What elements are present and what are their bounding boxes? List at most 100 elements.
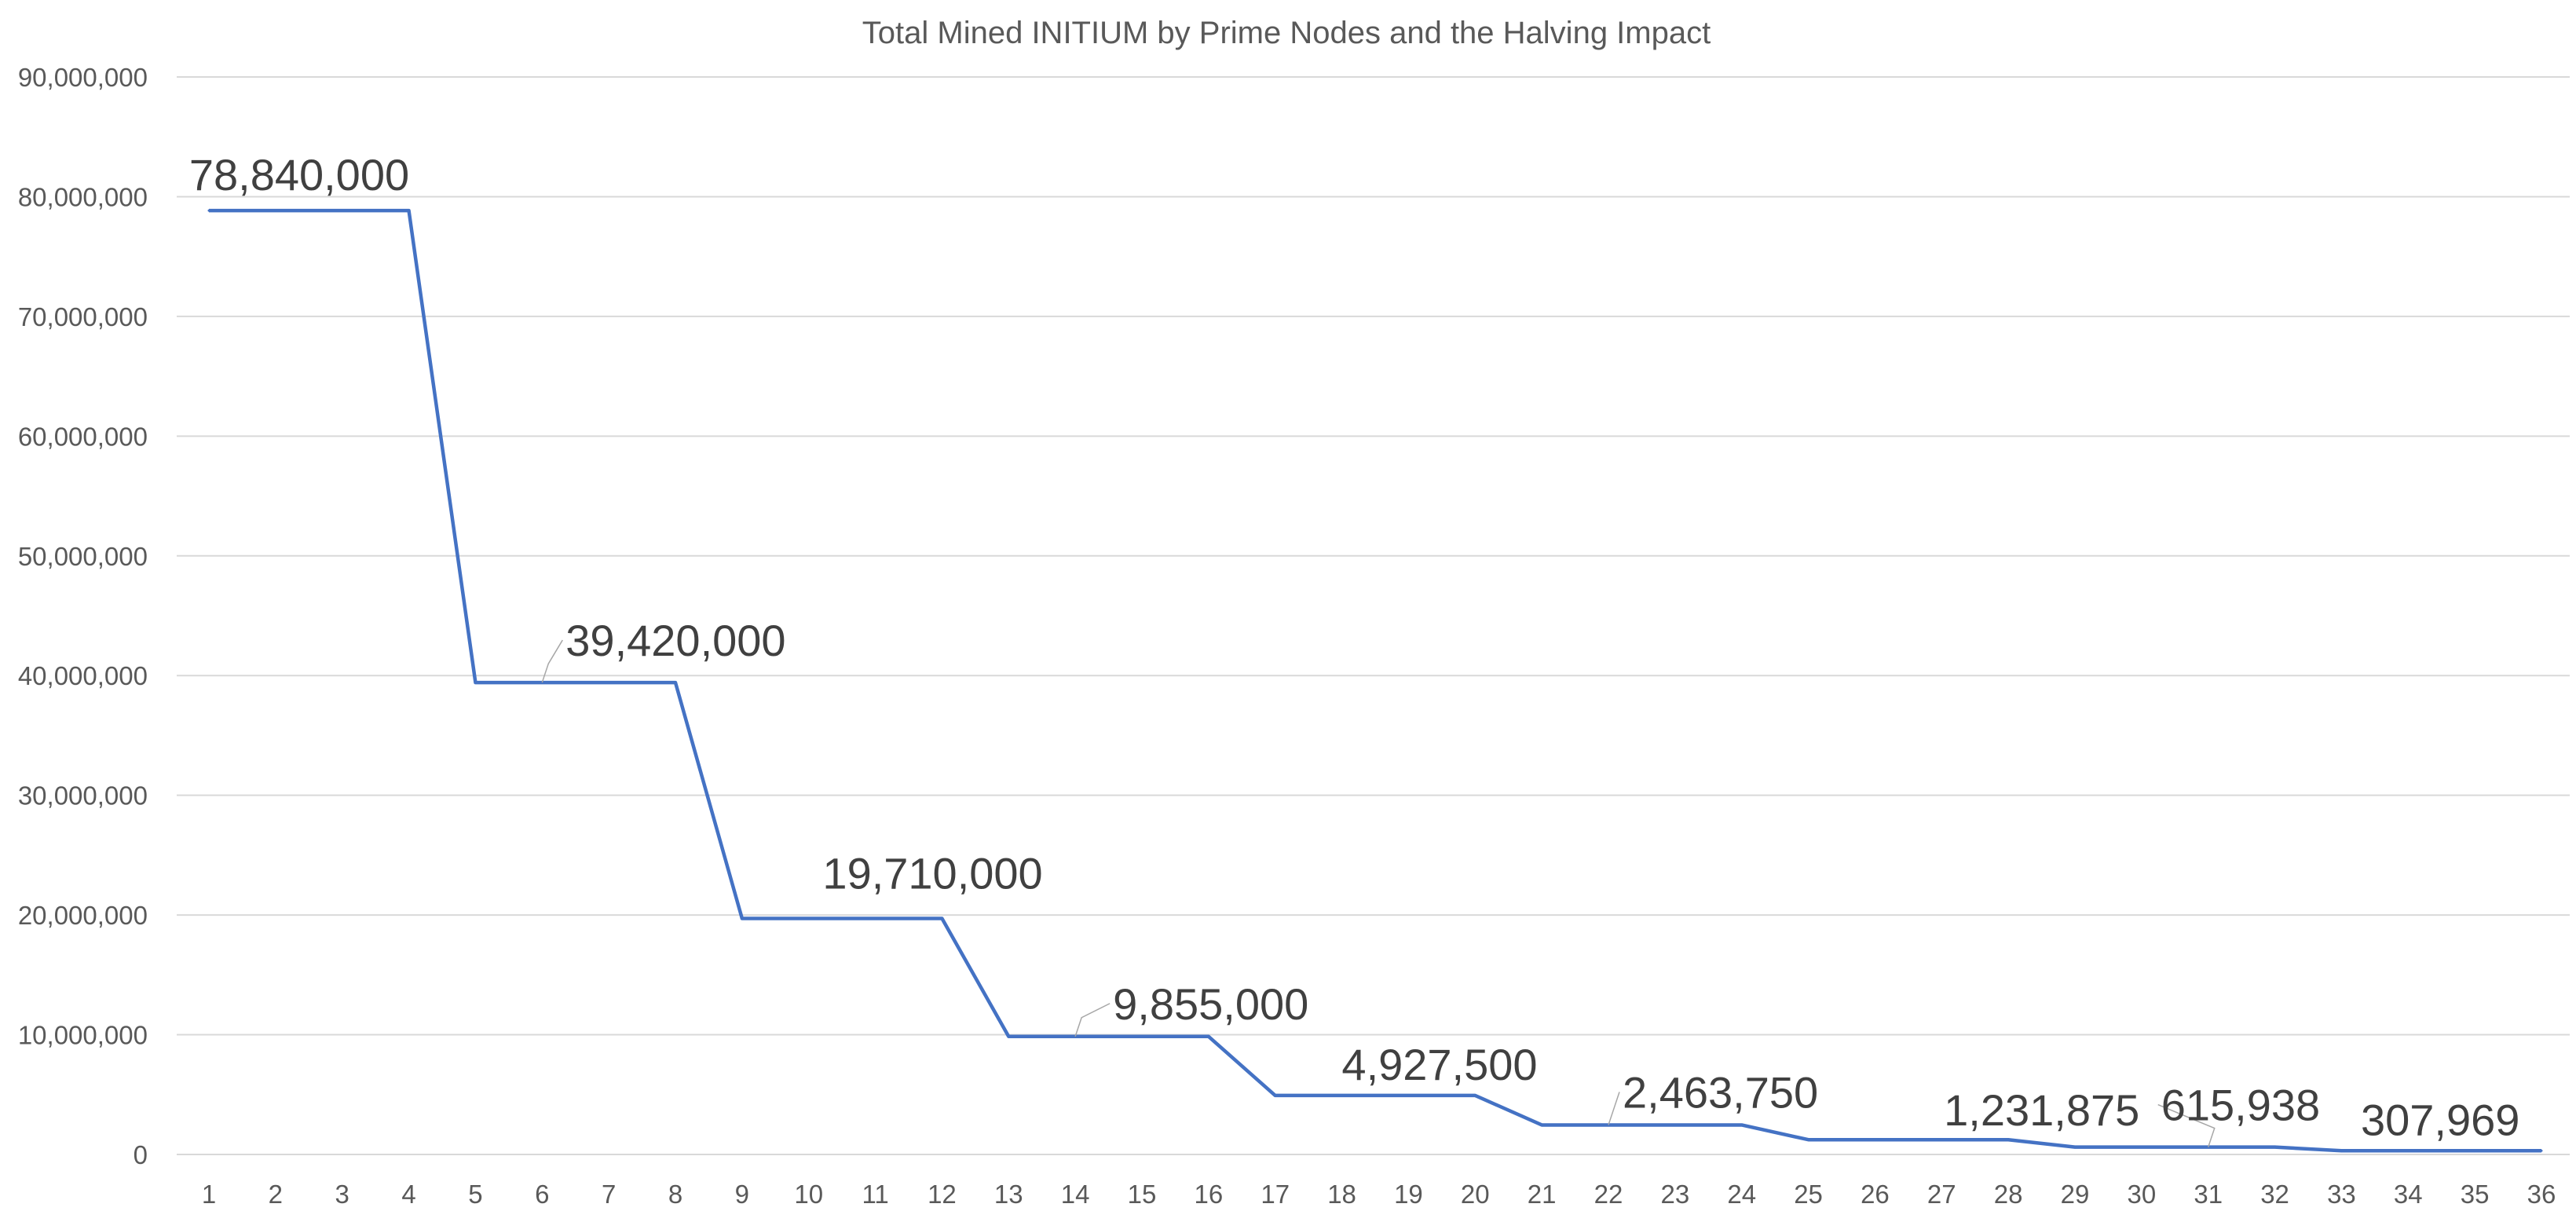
x-tick-label: 36: [2527, 1180, 2556, 1209]
data-point: [474, 681, 477, 684]
data-labels: 78,840,000 39,420,000 19,710,000 9,855,000 4…: [189, 150, 2519, 1147]
y-tick-label: 40,000,000: [18, 661, 148, 690]
y-tick-label: 0: [134, 1140, 148, 1169]
data-point: [1140, 1035, 1143, 1038]
data-point: [1873, 1138, 1876, 1141]
x-tick-label: 31: [2194, 1180, 2223, 1209]
data-label: 4,927,500: [1341, 1040, 1537, 1089]
data-label-leader: [541, 639, 563, 683]
x-tick-label: 13: [994, 1180, 1023, 1209]
gridlines: [177, 76, 2570, 1155]
data-point: [1274, 1094, 1277, 1097]
x-tick-label: 20: [1461, 1180, 1490, 1209]
chart-title: Total Mined INITIUM by Prime Nodes and t…: [862, 16, 1711, 50]
x-tick-label: 26: [1861, 1180, 1890, 1209]
x-tick-label: 4: [401, 1180, 415, 1209]
x-tick-label: 10: [794, 1180, 823, 1209]
x-tick-label: 32: [2260, 1180, 2289, 1209]
x-tick-label: 23: [1660, 1180, 1689, 1209]
data-label-leader: [1074, 1003, 1111, 1037]
x-tick-label: 30: [2127, 1180, 2156, 1209]
data-point: [1207, 1035, 1210, 1038]
x-tick-label: 2: [269, 1180, 283, 1209]
x-axis-ticks: 1 2 3 4 5 6 7 8 9 10 11 12 13 14 15 16 17 18 19 20 21 22 23 24 2…: [202, 1180, 2556, 1209]
data-label: 2,463,750: [1623, 1067, 1818, 1117]
x-tick-label: 18: [1327, 1180, 1356, 1209]
x-tick-label: 22: [1594, 1180, 1623, 1209]
y-tick-label: 60,000,000: [18, 422, 148, 451]
data-point: [674, 681, 677, 684]
data-point: [2406, 1149, 2410, 1152]
data-point: [2007, 1138, 2010, 1141]
data-point: [1740, 1123, 1744, 1126]
y-tick-label: 70,000,000: [18, 302, 148, 331]
data-point: [1341, 1094, 1344, 1097]
data-point: [940, 917, 943, 920]
data-point: [1407, 1094, 1410, 1097]
x-tick-label: 27: [1927, 1180, 1956, 1209]
data-point: [741, 917, 744, 920]
y-tick-label: 50,000,000: [18, 542, 148, 571]
x-tick-label: 28: [1994, 1180, 2023, 1209]
data-label: 9,855,000: [1113, 979, 1308, 1029]
data-label: 1,231,875: [1944, 1085, 2139, 1135]
x-tick-label: 34: [2394, 1180, 2423, 1209]
x-tick-label: 5: [468, 1180, 482, 1209]
data-point: [2340, 1149, 2343, 1152]
data-label: 19,710,000: [822, 849, 1042, 898]
x-tick-label: 16: [1194, 1180, 1223, 1209]
y-axis-ticks: 0 10,000,000 20,000,000 30,000,000 40,000,00…: [18, 63, 148, 1169]
x-tick-label: 21: [1528, 1180, 1557, 1209]
x-tick-label: 3: [335, 1180, 349, 1209]
data-point: [207, 209, 210, 212]
data-point: [807, 917, 810, 920]
x-tick-label: 8: [668, 1180, 682, 1209]
data-point: [874, 917, 877, 920]
data-point: [2140, 1146, 2143, 1149]
data-point: [1007, 1035, 1010, 1038]
x-tick-label: 17: [1261, 1180, 1290, 1209]
x-tick-label: 1: [202, 1180, 216, 1209]
data-point: [1674, 1123, 1677, 1126]
x-tick-label: 29: [2061, 1180, 2090, 1209]
data-label-leader: [1608, 1092, 1620, 1125]
data-point: [2073, 1146, 2077, 1149]
data-label: 307,969: [2361, 1095, 2519, 1144]
y-tick-label: 80,000,000: [18, 182, 148, 211]
data-label: 78,840,000: [189, 150, 409, 199]
data-point: [1473, 1094, 1476, 1097]
series-line: [209, 208, 2541, 1153]
x-tick-label: 25: [1794, 1180, 1823, 1209]
data-label: 615,938: [2161, 1081, 2320, 1130]
data-point: [2274, 1146, 2277, 1149]
x-tick-label: 11: [862, 1180, 888, 1209]
data-point: [341, 209, 344, 212]
x-tick-label: 15: [1128, 1180, 1157, 1209]
series-layer: [207, 208, 2543, 1153]
data-point: [408, 209, 411, 212]
data-point: [274, 209, 277, 212]
y-tick-label: 90,000,000: [18, 63, 148, 92]
x-tick-label: 19: [1394, 1180, 1423, 1209]
data-point: [607, 681, 610, 684]
x-tick-label: 12: [928, 1180, 957, 1209]
x-tick-label: 9: [735, 1180, 749, 1209]
data-point: [1807, 1138, 1810, 1141]
y-tick-label: 30,000,000: [18, 781, 148, 810]
data-point: [1540, 1123, 1543, 1126]
data-point: [2473, 1149, 2476, 1152]
data-point: [1940, 1138, 1943, 1141]
data-label-leader: [2157, 1103, 2216, 1147]
data-point: [2540, 1149, 2543, 1152]
x-tick-label: 14: [1061, 1180, 1090, 1209]
data-label: 39,420,000: [565, 616, 785, 665]
y-tick-label: 10,000,000: [18, 1021, 148, 1050]
x-tick-label: 24: [1727, 1180, 1756, 1209]
y-tick-label: 20,000,000: [18, 901, 148, 930]
x-tick-label: 6: [535, 1180, 549, 1209]
x-tick-label: 7: [602, 1180, 616, 1209]
x-tick-label: 35: [2461, 1180, 2490, 1209]
x-tick-label: 33: [2327, 1180, 2356, 1209]
